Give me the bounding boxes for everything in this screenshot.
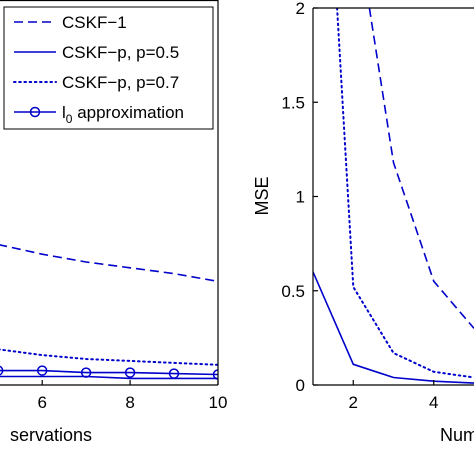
left-x-tick-label-2: 10 [209,393,228,412]
right-y-tick-label-0: 0 [296,376,305,395]
right-series-1-line [313,271,474,384]
right-x-axis-title: Num [440,425,474,445]
left-series-group [0,244,218,380]
left-series-0-line [0,244,218,283]
right-y-axis-title: MSE [252,176,272,215]
legend-item-1-label: CSKF−p, p=0.5 [62,43,179,62]
legend-item-2-label: CSKF−p, p=0.7 [62,73,179,92]
right-series-2-line [336,8,474,379]
legend-item-3-label: l0 approximation [62,103,184,126]
right-x-tick-label-1: 4 [429,393,438,412]
left-x-tick-label-1: 8 [125,393,134,412]
right-y-tick-label-2: 1 [296,188,305,207]
legend-box [3,6,214,130]
left-x-tick-label-0: 6 [37,393,46,412]
left-x-axis-title: servations [10,425,92,445]
right-y-tick-label-1: 0.5 [281,282,305,301]
left-series-3-line [0,369,218,376]
right-y-ticks: 0 0.5 1 1.5 2 [281,0,318,395]
legend-item-0-label: CSKF−1 [62,13,127,32]
legend-item-3-marker [29,106,41,118]
right-series-0-line [368,8,474,329]
right-x-tick-label-0: 2 [349,393,358,412]
left-series-1-line [0,375,218,380]
right-series-group [313,8,474,384]
left-series-3-marker-3 [124,367,136,378]
left-x-ticks: 6 8 10 [37,380,227,412]
left-series-3-marker-2 [80,367,92,378]
legend: CSKF−1 CSKF−p, p=0.5 CSKF−p, p=0.7 l0 appro… [3,6,214,130]
left-series-3-marker-1 [36,365,48,376]
left-series-3-marker-4 [168,368,180,379]
left-series-3-marker-5 [212,369,218,380]
left-series-2-line [0,348,218,366]
right-y-tick-label-4: 2 [296,0,305,18]
right-y-tick-label-3: 1.5 [281,93,305,112]
left-chart-panel: 6 8 10 servations [0,0,227,445]
legend-items: CSKF−1 CSKF−p, p=0.5 CSKF−p, p=0.7 l0 appro… [13,13,184,126]
left-series-3-marker-0 [0,365,4,376]
